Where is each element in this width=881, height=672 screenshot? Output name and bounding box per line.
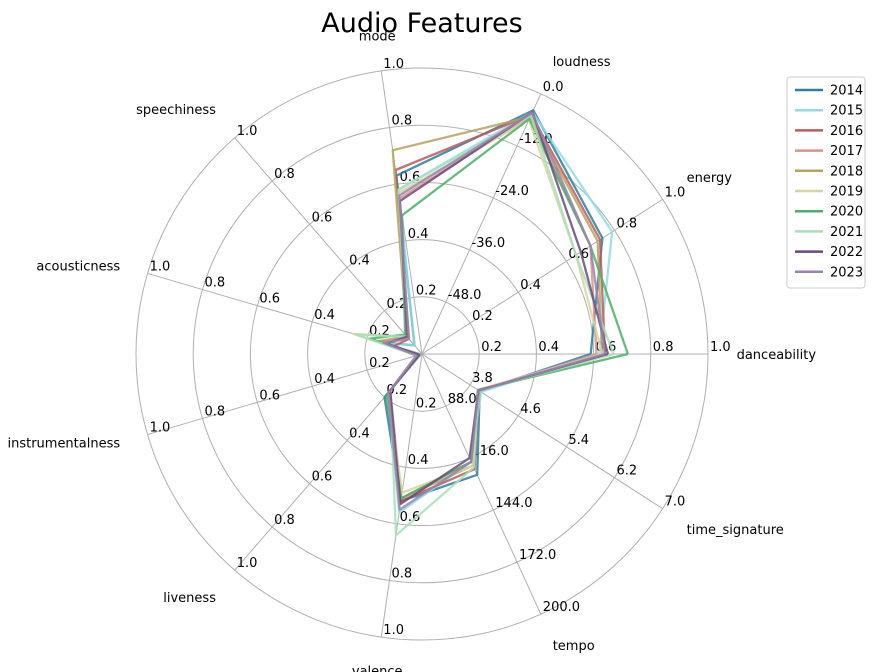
- tick-label: 0.6: [259, 388, 280, 403]
- tick-label: 0.8: [653, 340, 674, 355]
- chart-title: Audio Features: [321, 8, 522, 39]
- tick-label: 0.8: [204, 404, 225, 419]
- tick-label: 0.4: [408, 227, 429, 242]
- tick-label: 200.0: [543, 600, 580, 615]
- axis-label-liveness: liveness: [163, 591, 216, 606]
- tick-label: 1.0: [665, 185, 686, 200]
- legend-item-2020: 2020: [795, 205, 863, 220]
- tick-label: 0.2: [481, 340, 502, 355]
- axis-label-mode: mode: [359, 30, 396, 45]
- legend-item-2021: 2021: [795, 225, 863, 240]
- tick-label: 1.0: [150, 259, 171, 274]
- axis-label-speechiness: speechiness: [136, 103, 216, 118]
- tick-label: 0.2: [416, 397, 437, 412]
- tick-label: 0.0: [543, 80, 564, 95]
- axis-spoke: [421, 93, 542, 355]
- tick-label: 0.4: [314, 308, 335, 323]
- tick-label: 1.0: [383, 57, 404, 72]
- axis-spoke: [421, 198, 663, 355]
- legend-label: 2015: [830, 104, 863, 119]
- legend-item-2019: 2019: [795, 185, 863, 200]
- legend-label: 2016: [830, 124, 863, 139]
- legend-label: 2017: [830, 144, 863, 159]
- tick-label: 0.4: [408, 453, 429, 468]
- tick-label: 4.6: [520, 402, 541, 417]
- axis-spoke: [234, 137, 423, 355]
- legend-label: 2021: [830, 225, 863, 240]
- tick-label: 0.2: [387, 297, 408, 312]
- axis-spoke: [421, 353, 663, 510]
- legend-label: 2023: [830, 265, 863, 280]
- tick-label: 1.0: [237, 556, 258, 571]
- legend-label: 2018: [830, 164, 863, 179]
- legend-item-2017: 2017: [795, 144, 863, 159]
- legend-label: 2019: [830, 185, 863, 200]
- tick-label: 0.8: [274, 167, 295, 182]
- axis-label-energy: energy: [687, 171, 733, 186]
- tick-label: 0.8: [274, 513, 295, 528]
- legend-item-2023: 2023: [795, 265, 863, 280]
- series-line-2021: [354, 114, 615, 537]
- legend-label: 2022: [830, 245, 863, 260]
- axis-label-valence: valence: [352, 664, 403, 672]
- tick-label: 0.4: [314, 372, 335, 387]
- tick-label: 0.2: [416, 283, 437, 298]
- tick-label: 144.0: [495, 496, 532, 511]
- tick-label: 1.0: [710, 340, 731, 355]
- tick-label: -24.0: [495, 184, 529, 199]
- tick-label: 1.0: [237, 124, 258, 139]
- axis-label-tempo: tempo: [553, 639, 595, 654]
- tick-label: 0.6: [400, 510, 421, 525]
- radar-grid: [135, 67, 709, 641]
- tick-label: 0.6: [312, 470, 333, 485]
- tick-label: -36.0: [472, 236, 506, 251]
- legend-item-2015: 2015: [795, 104, 863, 119]
- tick-label: 1.0: [150, 421, 171, 436]
- tick-label: 0.4: [349, 426, 370, 441]
- tick-label: 88.0: [448, 392, 477, 407]
- tick-label: 0.8: [391, 114, 412, 129]
- legend: 2014 2015 2016 2017 2018 2019 2020 2021 2022 2023: [786, 76, 866, 289]
- axis-label-danceability: danceability: [737, 348, 817, 363]
- tick-label: 0.8: [204, 276, 225, 291]
- radar-tick-labels: 0.2 0.4 0.6 0.8 1.0 0.2 0.4 0.6 0.8 1.0 -48.0 -36.0…: [150, 57, 731, 638]
- legend-item-2016: 2016: [795, 124, 863, 139]
- tick-label: 0.8: [616, 216, 637, 231]
- radar-series: [352, 109, 629, 537]
- legend-label: 2020: [830, 205, 863, 220]
- tick-label: 6.2: [616, 464, 637, 479]
- tick-label: 3.8: [472, 371, 493, 386]
- tick-label: 0.4: [538, 340, 559, 355]
- axis-spoke: [147, 353, 423, 436]
- tick-label: 116.0: [472, 444, 509, 459]
- legend-item-2018: 2018: [795, 164, 863, 179]
- series-line-2023: [382, 111, 607, 511]
- tick-label: 0.8: [391, 566, 412, 581]
- tick-label: 0.6: [312, 210, 333, 225]
- tick-label: 7.0: [665, 495, 686, 510]
- axis-label-acousticness: acousticness: [36, 259, 120, 274]
- radar-axis-labels: danceability energy loudness mode speechines…: [7, 30, 816, 672]
- tick-label: 0.4: [349, 254, 370, 269]
- tick-label: 1.0: [383, 623, 404, 638]
- tick-label: 0.6: [259, 292, 280, 307]
- tick-label: 172.0: [519, 548, 556, 563]
- axis-spoke: [421, 353, 542, 615]
- legend-item-2022: 2022: [795, 245, 863, 260]
- tick-label: 0.4: [520, 278, 541, 293]
- axis-label-instrumentalness: instrumentalness: [7, 437, 120, 452]
- axis-label-time-signature: time_signature: [687, 523, 784, 538]
- tick-label: -48.0: [448, 288, 482, 303]
- legend-label: 2014: [830, 84, 863, 99]
- tick-label: 0.2: [369, 356, 390, 371]
- tick-label: 5.4: [568, 433, 589, 448]
- axis-label-loudness: loudness: [553, 55, 611, 70]
- tick-label: 0.2: [472, 309, 493, 324]
- legend-item-2014: 2014: [795, 84, 863, 99]
